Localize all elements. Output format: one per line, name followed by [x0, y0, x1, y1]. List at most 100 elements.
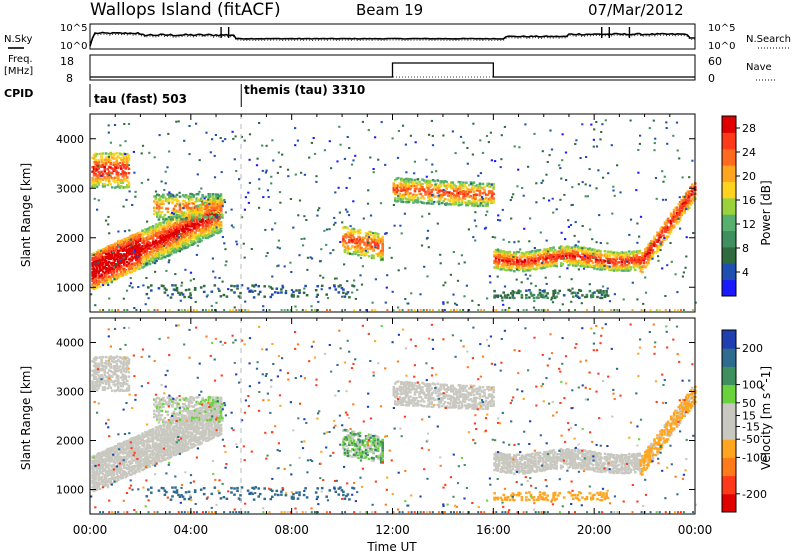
- velocity-cell: [121, 451, 125, 454]
- power-cell: [213, 154, 216, 157]
- power-cell: [106, 281, 109, 285]
- power-cell: [200, 231, 203, 235]
- power-cell: [523, 253, 527, 256]
- velocity-cell: [129, 449, 132, 453]
- power-cell: [677, 208, 680, 212]
- power-cell: [117, 230, 120, 233]
- power-cell: [177, 213, 181, 217]
- power-cell: [150, 244, 153, 247]
- power-cell: [657, 259, 660, 262]
- power-cell: [653, 243, 656, 246]
- velocity-cell: [110, 475, 114, 479]
- power-cell: [428, 179, 432, 183]
- power-cell: [121, 154, 125, 157]
- power-cell: [132, 234, 135, 237]
- power-cell: [422, 309, 425, 311]
- power-cell: [454, 196, 458, 200]
- power-cell: [487, 197, 491, 201]
- power-cell: [570, 292, 574, 295]
- power-cell: [613, 194, 616, 197]
- power-cell: [168, 254, 171, 257]
- power-cell: [642, 257, 646, 260]
- power-cell: [480, 309, 483, 311]
- velocity-cell: [153, 436, 156, 439]
- power-cell: [113, 124, 117, 126]
- power-cell: [465, 284, 468, 287]
- power-cell: [94, 179, 97, 182]
- power-cell: [349, 233, 353, 237]
- power-cell: [450, 203, 453, 206]
- power-cell: [620, 255, 623, 259]
- power-cell: [479, 202, 482, 205]
- power-cell: [541, 257, 545, 260]
- power-cell: [154, 229, 158, 233]
- velocity-cell: [112, 446, 115, 449]
- power-cell: [129, 282, 133, 285]
- power-cell: [97, 181, 100, 184]
- power-cell: [133, 171, 136, 174]
- power-cell: [177, 309, 180, 311]
- power-cell: [211, 138, 214, 141]
- power-cell: [203, 201, 206, 204]
- power-cell: [472, 181, 476, 184]
- power-cell: [357, 229, 360, 232]
- power-cell: [184, 268, 187, 271]
- power-cell: [615, 265, 619, 268]
- power-cell: [674, 206, 677, 209]
- power-cell: [203, 232, 206, 236]
- power-cell: [660, 231, 664, 234]
- power-cell: [123, 157, 126, 160]
- power-cell: [516, 266, 519, 269]
- power-cell: [203, 234, 206, 238]
- power-cell: [556, 250, 560, 253]
- power-cell: [437, 202, 441, 206]
- velocity-cell: [124, 475, 128, 479]
- power-cell: [165, 224, 168, 227]
- power-cell: [481, 187, 485, 190]
- power-cell: [677, 217, 680, 220]
- velocity-cell: [139, 436, 143, 439]
- power-cell: [180, 216, 184, 219]
- power-cell: [346, 280, 349, 283]
- power-cell: [500, 250, 504, 253]
- power-cell: [171, 229, 174, 232]
- power-cell: [234, 135, 237, 138]
- power-cell: [97, 164, 100, 167]
- velocity-cell: [156, 432, 159, 435]
- power-cell: [576, 291, 580, 295]
- power-cell: [106, 168, 109, 171]
- power-cell: [605, 255, 608, 258]
- power-cell: [172, 233, 176, 236]
- power-cell: [120, 178, 123, 182]
- power-cell: [427, 181, 430, 185]
- velocity-cell: [124, 458, 128, 461]
- power-cell: [162, 231, 165, 234]
- power-cell: [207, 229, 211, 232]
- power-cell: [469, 194, 473, 198]
- velocity-cell: [91, 461, 94, 464]
- power-cell: [376, 244, 380, 247]
- power-cell: [124, 237, 128, 241]
- power-cell: [162, 202, 165, 206]
- power-cell: [691, 190, 694, 193]
- power-cell: [685, 208, 688, 211]
- power-cell: [572, 249, 575, 252]
- velocity-cell: [139, 438, 143, 441]
- power-cell: [136, 245, 140, 248]
- power-cell: [219, 194, 223, 198]
- power-cell: [184, 288, 188, 292]
- velocity-cell: [156, 454, 159, 457]
- power-cell: [95, 153, 99, 156]
- power-cell: [189, 271, 193, 274]
- power-cell: [497, 214, 500, 217]
- power-cell: [166, 244, 170, 247]
- power-cell: [303, 237, 306, 240]
- power-cell: [478, 199, 482, 203]
- velocity-cell: [98, 467, 102, 470]
- velocity-cell: [139, 456, 143, 459]
- power-cell: [153, 209, 156, 212]
- power-cell: [92, 185, 96, 188]
- power-cell: [563, 193, 566, 196]
- power-cell: [691, 193, 694, 196]
- velocity-cell: [159, 442, 162, 445]
